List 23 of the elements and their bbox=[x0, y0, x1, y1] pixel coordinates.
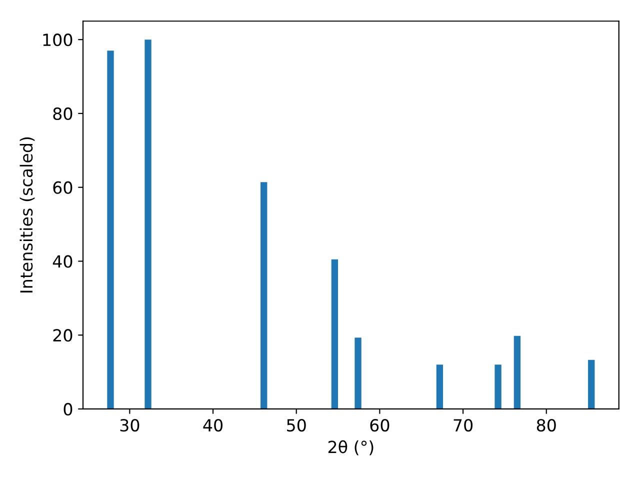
y-axis-title: Intensities (scaled) bbox=[20, 137, 35, 292]
y-tick-label: 80 bbox=[53, 107, 72, 120]
bar bbox=[331, 259, 338, 409]
bar bbox=[436, 364, 444, 409]
x-tick-label: 70 bbox=[454, 418, 473, 432]
bar bbox=[144, 40, 152, 409]
bar bbox=[588, 360, 595, 409]
bar bbox=[107, 50, 114, 409]
x-tick-label: 60 bbox=[370, 418, 390, 432]
y-tick-label: 100 bbox=[43, 34, 72, 46]
x-tick-label: 30 bbox=[120, 418, 140, 432]
y-tick-label: 40 bbox=[52, 255, 72, 268]
y-tick-label: 0 bbox=[64, 402, 72, 416]
y-tick-label: 60 bbox=[53, 181, 72, 194]
bar bbox=[494, 364, 502, 409]
x-tick-label: 50 bbox=[287, 418, 306, 432]
bar bbox=[260, 182, 268, 409]
x-tick-label: 80 bbox=[536, 418, 556, 432]
bar bbox=[514, 336, 521, 409]
x-tick-label: 40 bbox=[203, 418, 223, 432]
bar bbox=[354, 338, 362, 409]
y-tick-label: 20 bbox=[53, 329, 72, 342]
x-axis-title: 2θ (°) bbox=[328, 440, 374, 456]
